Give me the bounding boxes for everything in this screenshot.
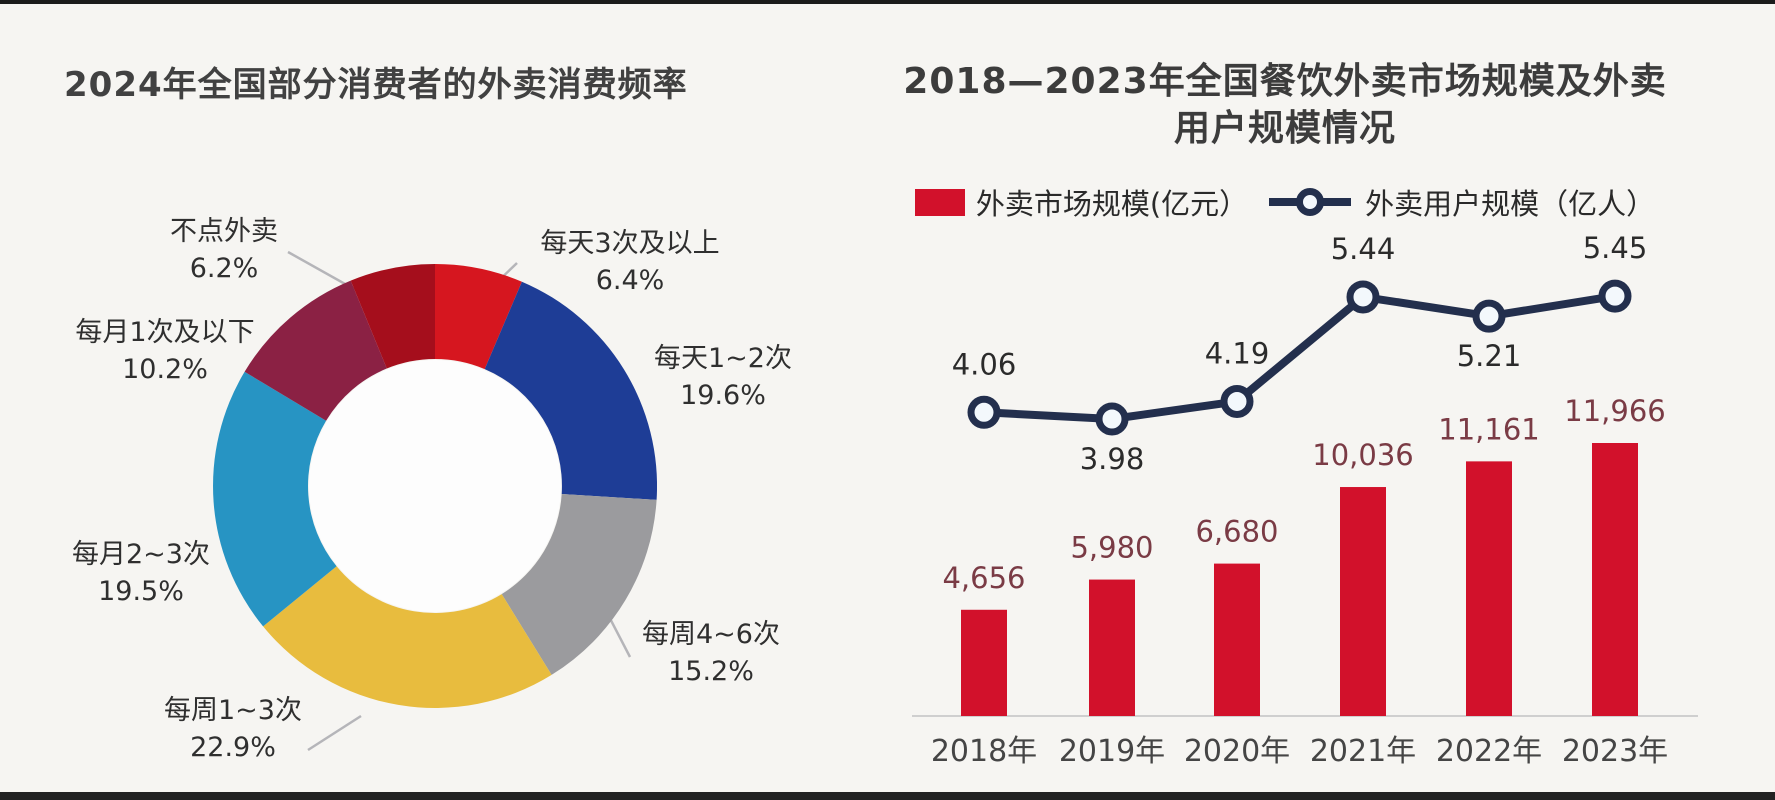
segment-label: 每月2~3次 [72, 539, 210, 570]
right-chart-title-line1: 2018—2023年全国餐饮外卖市场规模及外卖 [903, 61, 1667, 103]
segment-label: 不点外卖 [170, 216, 278, 247]
line-marker-2018年 [967, 395, 1001, 429]
bar-2020年 [1214, 563, 1260, 716]
top-border [0, 0, 1775, 4]
legend-item-bar: 外卖市场规模(亿元） [914, 181, 1249, 223]
line-value-label: 4.19 [1205, 336, 1270, 370]
segment-value: 6.4% [595, 265, 665, 296]
combo-chart: 4,656 2018年 5,980 2019年 6,680 2020年 10,036 2021… [912, 231, 1698, 769]
line-value-label: 4.06 [952, 347, 1017, 381]
donut-segment-5 [244, 280, 387, 421]
bar-value-label: 6,680 [1195, 515, 1278, 549]
line-marker-2023年 [1598, 279, 1632, 313]
bar-value-label: 11,966 [1564, 394, 1665, 428]
line-value-label: 5.44 [1331, 232, 1396, 266]
segment-value: 6.2% [189, 253, 259, 284]
donut-label-daily1-2: 每天1~2次 19.6% [654, 340, 792, 414]
donut-segment-2 [501, 494, 657, 675]
donut-segment-4 [213, 371, 337, 627]
bar-2023年 [1592, 443, 1638, 716]
x-axis-tick-label: 2023年 [1562, 734, 1668, 769]
bar-value-label: 4,656 [942, 561, 1025, 595]
segment-value: 15.2% [668, 656, 754, 687]
line-marker-2019年 [1095, 402, 1129, 436]
donut-segment-0 [435, 264, 522, 370]
line-value-label: 5.21 [1457, 339, 1522, 373]
bar-swatch-icon [914, 188, 965, 216]
segment-value: 19.5% [98, 576, 184, 607]
bar-2022年 [1466, 461, 1512, 716]
bar-value-label: 11,161 [1438, 412, 1539, 446]
segment-label: 每天1~2次 [654, 343, 792, 374]
segment-label: 每天3次及以上 [540, 228, 720, 259]
left-chart-title: 2024年全国部分消费者的外卖消费频率 [64, 64, 688, 105]
donut-label-no-takeout: 不点外卖 6.2% [170, 213, 278, 287]
line-marker-2021年 [1346, 280, 1380, 314]
bar-value-label: 10,036 [1312, 438, 1413, 472]
bar-value-label: 5,980 [1070, 531, 1153, 565]
segment-label: 每周4~6次 [642, 619, 780, 650]
x-axis-tick-label: 2021年 [1310, 734, 1416, 769]
donut-label-weekly4-6: 每周4~6次 15.2% [642, 616, 780, 690]
bar-2019年 [1089, 579, 1135, 716]
right-chart-title-line2: 用户规模情况 [1173, 108, 1396, 150]
segment-value: 19.6% [680, 380, 766, 411]
line-marker-icon [1269, 188, 1352, 216]
line-marker-2022年 [1472, 299, 1506, 333]
donut-label-monthly1less: 每月1次及以下 10.2% [75, 314, 254, 388]
x-axis-tick-label: 2018年 [931, 734, 1037, 769]
leader-line [307, 714, 362, 752]
donut-chart [213, 264, 657, 708]
line-marker-2020年 [1220, 384, 1254, 418]
segment-value: 10.2% [122, 354, 208, 385]
bar-2018年 [961, 609, 1007, 716]
chart-legend: 外卖市场规模(亿元） 外卖用户规模（亿人） [830, 182, 1740, 222]
line-series [980, 292, 1619, 423]
legend-bar-label: 外卖市场规模(亿元） [975, 187, 1249, 221]
donut-segment-1 [484, 281, 657, 500]
segment-label: 每周1~3次 [164, 695, 302, 726]
x-axis-tick-label: 2020年 [1184, 734, 1290, 769]
bottom-border [0, 792, 1775, 800]
line-value-label: 3.98 [1080, 442, 1145, 476]
x-axis-tick-label: 2019年 [1059, 734, 1165, 769]
donut-label-daily3plus: 每天3次及以上 6.4% [540, 225, 719, 299]
x-axis-tick-label: 2022年 [1436, 734, 1542, 769]
donut-label-weekly1-3: 每周1~3次 22.9% [164, 692, 302, 766]
donut-hole [309, 360, 561, 612]
bar-2021年 [1340, 487, 1386, 716]
donut-segment-3 [263, 566, 552, 708]
right-chart-title: 2018—2023年全国餐饮外卖市场规模及外卖 用户规模情况 [830, 58, 1740, 152]
segment-label: 每月1次及以下 [75, 317, 255, 348]
legend-line-label: 外卖用户规模（亿人） [1365, 187, 1656, 221]
line-value-label: 5.45 [1583, 231, 1648, 265]
legend-item-line: 外卖用户规模（亿人） [1266, 181, 1655, 223]
donut-label-monthly2-3: 每月2~3次 19.5% [72, 536, 210, 610]
segment-value: 22.9% [190, 732, 276, 763]
donut-segment-6 [350, 264, 435, 369]
